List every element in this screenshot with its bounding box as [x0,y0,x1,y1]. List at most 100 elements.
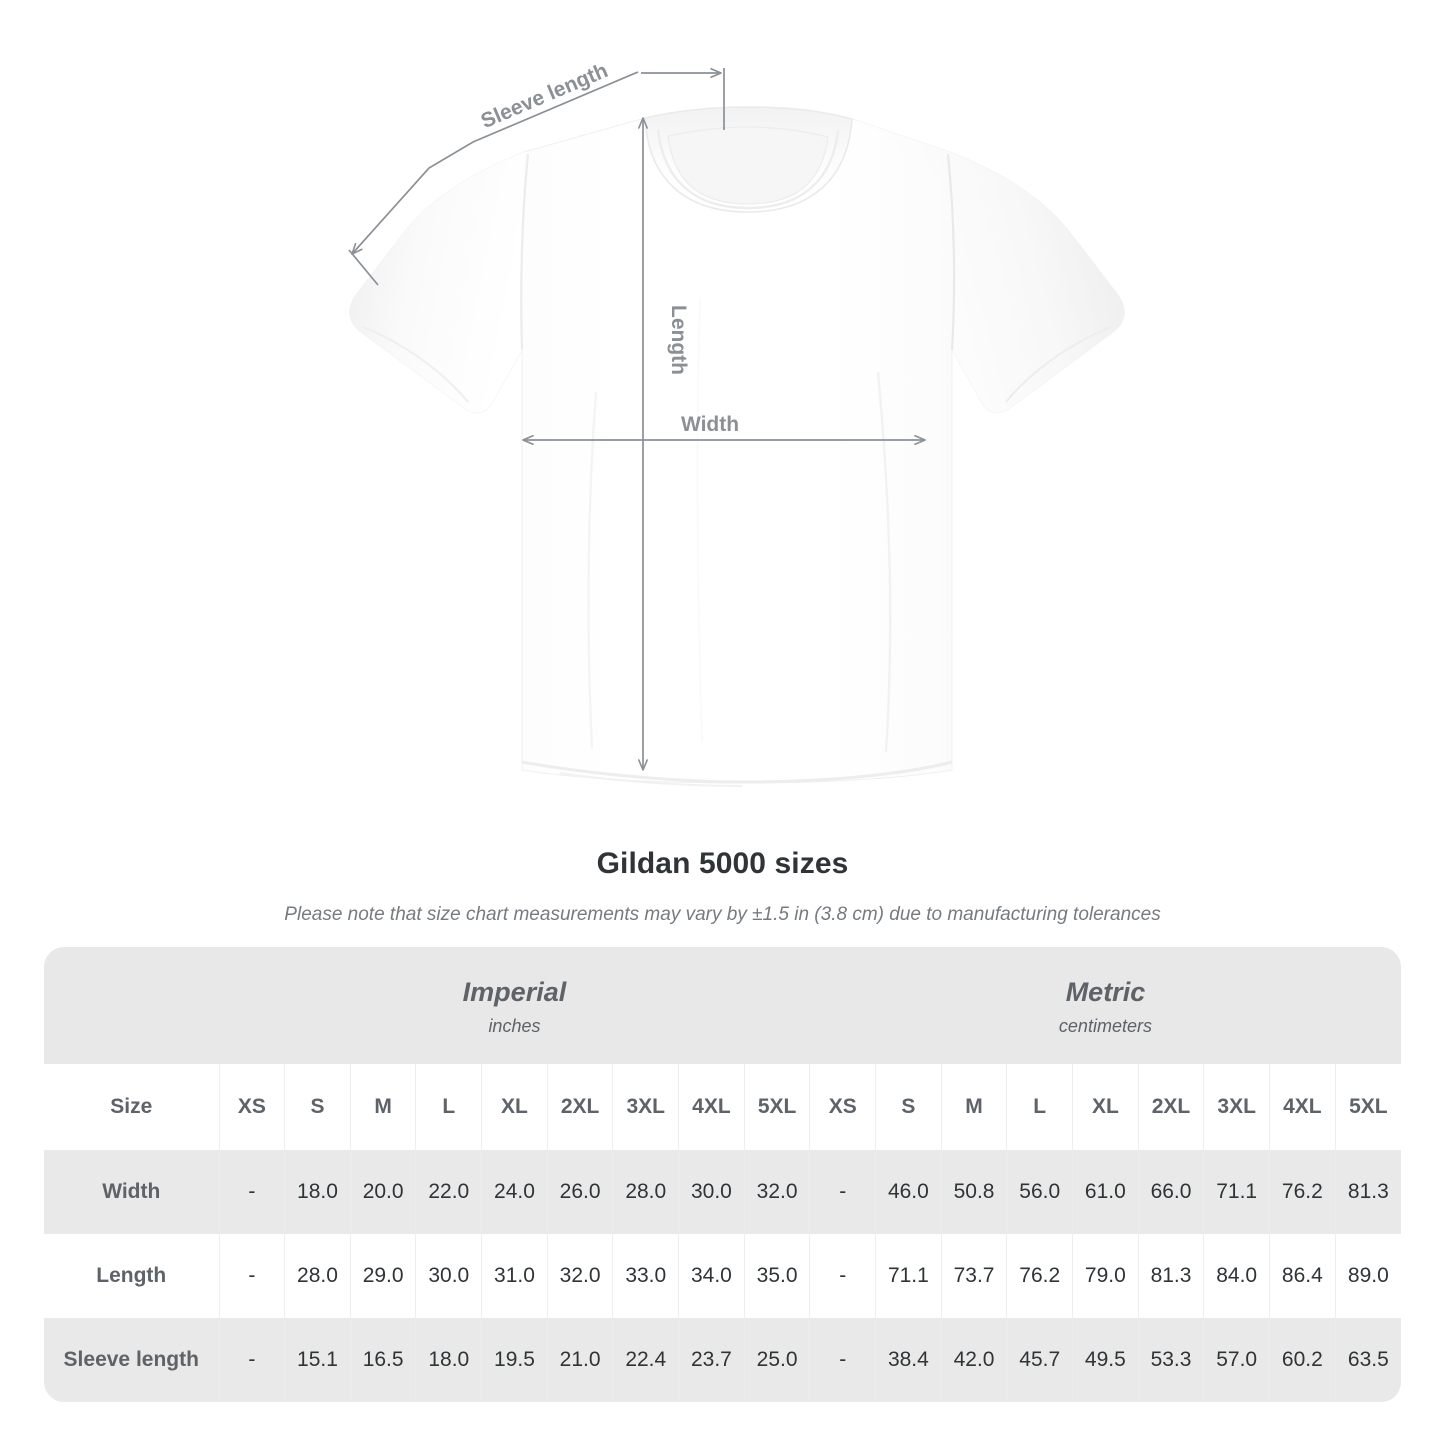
header-metric-3xl: 3XL [1203,1064,1270,1150]
cell-length-imp-s: 28.0 [284,1234,351,1318]
cell-sleeve-met-3xl: 57.0 [1203,1318,1270,1402]
size-table-container: Imperial inches Metric centimeters Size … [44,947,1401,1402]
cell-width-met-4xl: 76.2 [1269,1150,1336,1234]
tshirt-shape [349,106,1125,787]
header-imperial-xs: XS [218,1064,285,1150]
page-title: Gildan 5000 sizes [596,847,849,880]
cell-width-met-xl: 61.0 [1072,1150,1139,1234]
unit-imperial-name: Imperial [462,976,567,1007]
cell-sleeve-met-xl: 49.5 [1072,1318,1139,1402]
cell-length-imp-4xl: 34.0 [678,1234,745,1318]
cell-length-imp-m: 29.0 [349,1234,416,1318]
cell-width-met-s: 46.0 [875,1150,942,1234]
row-label-length: Length [44,1234,219,1318]
header-size-label: Size [44,1064,219,1150]
cell-length-met-xs: - [809,1234,876,1318]
cell-length-met-s: 71.1 [875,1234,942,1318]
cell-sleeve-imp-5xl: 25.0 [743,1318,810,1402]
sleeve-length-label: Sleeve length [478,59,612,133]
cell-length-met-5xl: 89.0 [1334,1234,1401,1318]
cell-sleeve-imp-xs: - [218,1318,285,1402]
cell-sleeve-met-2xl: 53.3 [1137,1318,1204,1402]
cell-width-imp-s: 18.0 [284,1150,351,1234]
cell-length-imp-xl: 31.0 [481,1234,548,1318]
header-imperial-l: L [415,1064,482,1150]
unit-metric-name: Metric [1065,976,1146,1007]
table-row-width: Width - 18.0 20.0 22.0 24.0 26.0 28.0 30… [44,1150,1401,1234]
cell-width-met-m: 50.8 [940,1150,1007,1234]
row-label-sleeve-length: Sleeve length [44,1318,219,1402]
header-metric-s: S [875,1064,942,1150]
cell-length-met-xl: 79.0 [1072,1234,1139,1318]
table-row-sleeve-length: Sleeve length - 15.1 16.5 18.0 19.5 21.0… [44,1318,1401,1402]
length-label: Length [667,305,690,375]
sleeve-length-dimension [348,68,725,286]
header-metric-xl: XL [1072,1064,1139,1150]
header-imperial-4xl: 4XL [678,1064,745,1150]
cell-sleeve-imp-2xl: 21.0 [546,1318,613,1402]
table-row-length: Length - 28.0 29.0 30.0 31.0 32.0 33.0 3… [44,1234,1401,1318]
size-table: Imperial inches Metric centimeters Size … [44,947,1401,1402]
cell-width-imp-3xl: 28.0 [612,1150,679,1234]
cell-length-met-2xl: 81.3 [1137,1234,1204,1318]
cell-length-met-3xl: 84.0 [1203,1234,1270,1318]
cell-width-met-xs: - [809,1150,876,1234]
header-metric-5xl: 5XL [1334,1064,1401,1150]
cell-sleeve-imp-s: 15.1 [284,1318,351,1402]
cell-sleeve-met-5xl: 63.5 [1334,1318,1401,1402]
header-imperial-s: S [284,1064,351,1150]
cell-width-imp-4xl: 30.0 [678,1150,745,1234]
cell-sleeve-met-xs: - [809,1318,876,1402]
cell-length-imp-5xl: 35.0 [743,1234,810,1318]
cell-sleeve-imp-4xl: 23.7 [678,1318,745,1402]
header-metric-m: M [940,1064,1007,1150]
cell-length-met-l: 76.2 [1006,1234,1073,1318]
cell-sleeve-met-l: 45.7 [1006,1318,1073,1402]
header-metric-l: L [1006,1064,1073,1150]
header-metric-4xl: 4XL [1269,1064,1336,1150]
cell-sleeve-imp-xl: 19.5 [481,1318,548,1402]
header-imperial-2xl: 2XL [546,1064,613,1150]
cell-width-imp-xl: 24.0 [481,1150,548,1234]
cell-width-imp-l: 22.0 [415,1150,482,1234]
unit-imperial-sub: inches [488,1015,541,1036]
unit-imperial-cell: Imperial inches [219,947,810,1064]
cell-width-imp-5xl: 32.0 [743,1150,810,1234]
tolerance-note: Please note that size chart measurements… [284,904,1161,925]
unit-metric-cell: Metric centimeters [809,947,1401,1064]
cell-width-imp-2xl: 26.0 [546,1150,613,1234]
cell-length-imp-2xl: 32.0 [546,1234,613,1318]
unit-header-row: Imperial inches Metric centimeters [44,947,1401,1064]
cell-sleeve-met-m: 42.0 [940,1318,1007,1402]
cell-sleeve-imp-m: 16.5 [349,1318,416,1402]
cell-sleeve-met-s: 38.4 [875,1318,942,1402]
tshirt-illustration: Sleeve length Length Width [348,59,1125,787]
cell-width-met-2xl: 66.0 [1137,1150,1204,1234]
cell-length-met-m: 73.7 [940,1234,1007,1318]
cell-length-imp-3xl: 33.0 [612,1234,679,1318]
cell-sleeve-imp-3xl: 22.4 [612,1318,679,1402]
header-metric-xs: XS [809,1064,876,1150]
cell-width-imp-m: 20.0 [349,1150,416,1234]
unit-blank-cell [44,947,219,1064]
header-imperial-5xl: 5XL [743,1064,810,1150]
cell-sleeve-met-4xl: 60.2 [1269,1318,1336,1402]
width-label: Width [681,413,739,436]
cell-width-met-3xl: 71.1 [1203,1150,1270,1234]
row-label-width: Width [44,1150,219,1234]
header-imperial-3xl: 3XL [612,1064,679,1150]
unit-metric-sub: centimeters [1058,1015,1152,1036]
cell-length-imp-xs: - [218,1234,285,1318]
size-header-row: Size XS S M L XL 2XL 3XL 4XL 5XL XS S M … [44,1064,1401,1150]
title-block: Gildan 5000 sizes Please note that size … [0,845,1445,927]
header-metric-2xl: 2XL [1137,1064,1204,1150]
header-imperial-xl: XL [481,1064,548,1150]
tshirt-diagram: Sleeve length Length Width [348,59,1125,787]
cell-length-imp-l: 30.0 [415,1234,482,1318]
header-imperial-m: M [349,1064,416,1150]
cell-sleeve-imp-l: 18.0 [415,1318,482,1402]
cell-width-met-5xl: 81.3 [1334,1150,1401,1234]
cell-width-imp-xs: - [218,1150,285,1234]
cell-length-met-4xl: 86.4 [1269,1234,1336,1318]
